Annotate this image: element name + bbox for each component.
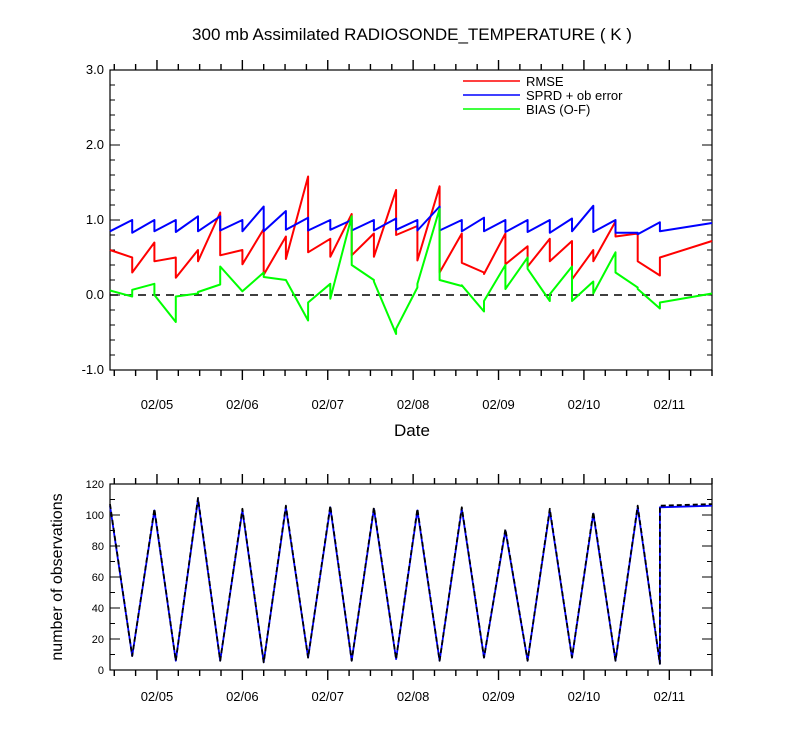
bottom-y-tick-label: 120 xyxy=(86,479,104,491)
top-y-tick-label: 3.0 xyxy=(86,62,104,77)
top-y-tick-label: -1.0 xyxy=(82,362,104,377)
bottom-x-tick-label: 02/06 xyxy=(226,689,259,704)
top-plot-frame xyxy=(109,69,713,371)
top-series-line-bias-o-f xyxy=(109,207,713,335)
top-x-tick-label: 02/05 xyxy=(141,397,174,412)
bottom-x-tick-label: 02/09 xyxy=(482,689,515,704)
bottom-y-tick-label: 20 xyxy=(92,634,104,646)
bottom-x-tick-label: 02/10 xyxy=(568,689,601,704)
top-legend-label: RMSE xyxy=(526,74,564,89)
chart-title: 300 mb Assimilated RADIOSONDE_TEMPERATUR… xyxy=(192,25,632,44)
bottom-y-axis-label: number of observations xyxy=(49,493,66,660)
bottom-y-tick-label: 0 xyxy=(98,665,104,677)
bottom-x-tick-label: 02/07 xyxy=(311,689,344,704)
top-legend-label: BIAS (O-F) xyxy=(526,102,590,117)
bottom-series-line-observations-solid xyxy=(109,498,713,665)
bottom-y-tick-label: 80 xyxy=(92,541,104,553)
top-x-tick-label: 02/06 xyxy=(226,397,259,412)
bottom-series-line-observations-dashed xyxy=(109,496,713,665)
top-plot-layer: -1.0 0.0 1.0 2.0 3.0 02/05 02/06 02/07 02/08 02/0… xyxy=(82,60,713,412)
bottom-plot-layer: 0 20 40 60 80 100 120 02/05 02/06 02/07 02/08 02/09… xyxy=(86,474,713,704)
top-x-tick-label: 02/07 xyxy=(311,397,344,412)
top-x-tick-label: 02/08 xyxy=(397,397,430,412)
bottom-y-tick-label: 100 xyxy=(86,510,104,522)
top-x-axis-label: Date xyxy=(394,421,430,440)
top-x-tick-label: 02/11 xyxy=(654,397,686,412)
top-series-line-sprd-ob-error xyxy=(109,204,713,236)
bottom-y-tick-label: 60 xyxy=(92,572,104,584)
bottom-x-tick-label: 02/11 xyxy=(654,689,686,704)
top-series-line-rmse xyxy=(109,175,713,281)
top-x-tick-label: 02/10 xyxy=(568,397,601,412)
bottom-x-tick-label: 02/05 xyxy=(141,689,174,704)
top-y-tick-label: 0.0 xyxy=(86,287,104,302)
top-y-tick-label: 1.0 xyxy=(86,212,104,227)
top-y-tick-label: 2.0 xyxy=(86,137,104,152)
top-x-tick-label: 02/09 xyxy=(482,397,515,412)
bottom-x-tick-label: 02/08 xyxy=(397,689,430,704)
bottom-y-tick-label: 40 xyxy=(92,603,104,615)
top-legend-label: SPRD + ob error xyxy=(526,88,623,103)
